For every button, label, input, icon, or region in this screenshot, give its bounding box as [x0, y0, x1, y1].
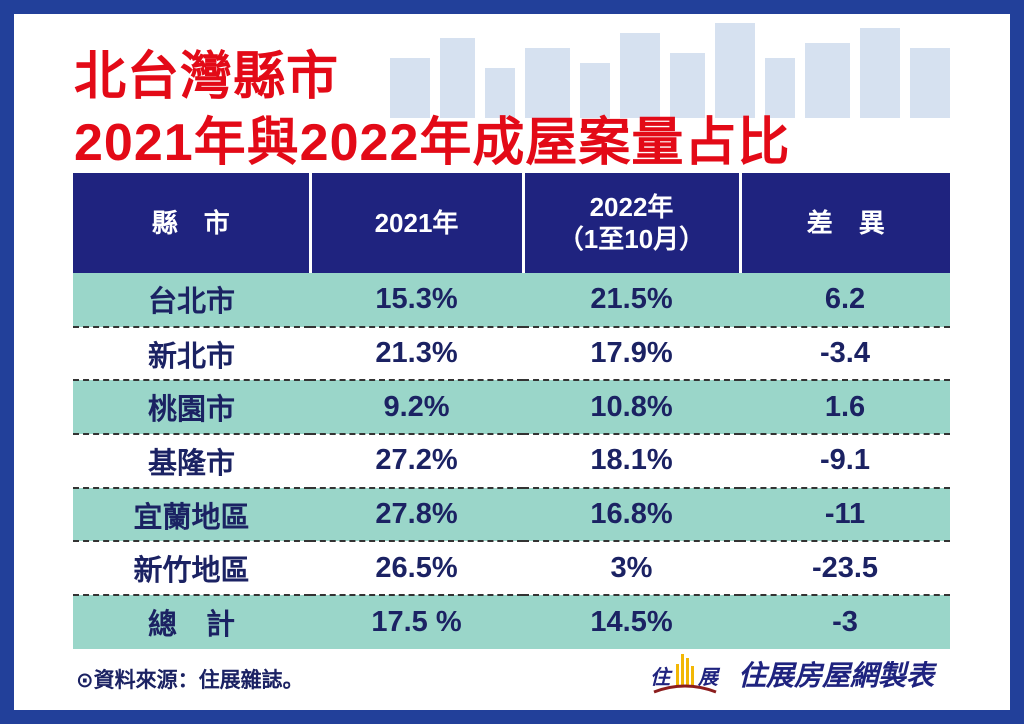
source-note: ⊙資料來源：住展雜誌。 [76, 669, 304, 692]
cell-value-2022: 17.9% [523, 326, 740, 382]
cell-value-2022: 14.5% [523, 595, 740, 649]
cell-value-2021: 15.3% [310, 273, 523, 328]
cell-county: 台北市 [73, 273, 310, 328]
cell-value-2021: 17.5 % [310, 595, 523, 649]
cell-value-2022: 21.5% [523, 273, 740, 328]
brand: 住 展 住展房屋網製表 [648, 650, 934, 698]
cell-difference: 6.2 [740, 273, 950, 328]
cell-county: 新北市 [73, 326, 310, 382]
cell-county: 宜蘭地區 [73, 487, 310, 543]
table-row: 宜蘭地區 27.8% 16.8% -11 [73, 487, 950, 543]
cell-value-2022: 3% [523, 541, 740, 597]
cell-county: 總 計 [73, 595, 310, 649]
header-2021: 2021年 [308, 173, 523, 273]
header-2022-year: 2022年 [589, 191, 674, 222]
cell-value-2022: 18.1% [523, 434, 740, 489]
cell-county: 桃園市 [73, 380, 310, 436]
brand-text: 住展房屋網製表 [738, 660, 935, 691]
cell-difference: -9.1 [740, 434, 950, 489]
cell-difference: -3 [740, 595, 950, 649]
cell-value-2021: 27.8% [310, 487, 523, 543]
table-row: 桃園市 9.2% 10.8% 1.6 [73, 380, 950, 436]
cell-value-2022: 10.8% [523, 380, 740, 436]
cell-difference: 1.6 [740, 380, 950, 436]
cell-county: 新竹地區 [73, 541, 310, 597]
header-2022-period: （1至10月） [557, 224, 706, 254]
cell-county: 基隆市 [73, 434, 310, 489]
cell-value-2021: 26.5% [310, 541, 523, 597]
cell-difference: -11 [740, 487, 950, 543]
header-2022: 2022年 （1至10月） [521, 173, 740, 273]
table-row: 台北市 15.3% 21.5% 6.2 [73, 273, 950, 328]
title-line-2: 2021年與2022年成屋案量占比 [74, 114, 791, 172]
brand-logo-icon: 住 展 [650, 654, 721, 694]
table-row: 基隆市 27.2% 18.1% -9.1 [73, 434, 950, 489]
table-row: 總 計 17.5 % 14.5% -3 [73, 595, 950, 649]
cell-difference: -23.5 [740, 541, 950, 597]
cell-value-2022: 16.8% [523, 487, 740, 543]
cell-value-2021: 21.3% [310, 326, 523, 382]
title-line-1: 北台灣縣市 [74, 48, 340, 106]
table-row: 新北市 21.3% 17.9% -3.4 [73, 326, 950, 382]
cell-value-2021: 27.2% [310, 434, 523, 489]
header-difference: 差 異 [738, 173, 950, 273]
data-table: 縣 市 2021年 2022年 （1至10月） 差 異 台北市 15.3% 21.5%… [73, 173, 950, 649]
cell-difference: -3.4 [740, 326, 950, 382]
svg-text:住: 住 [650, 665, 673, 689]
table-header-row: 縣 市 2021年 2022年 （1至10月） 差 異 [73, 173, 950, 273]
table-row: 新竹地區 26.5% 3% -23.5 [73, 541, 950, 597]
city-skyline-decoration [390, 23, 950, 118]
svg-text:展: 展 [697, 665, 721, 689]
cell-value-2021: 9.2% [310, 380, 523, 436]
header-county: 縣 市 [73, 173, 310, 273]
